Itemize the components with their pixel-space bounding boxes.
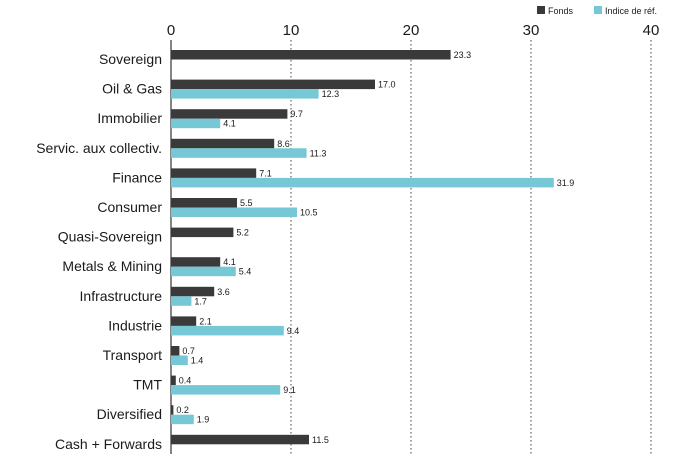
x-axis-ticks: 0 10 20 30 40 (167, 22, 660, 39)
bar-fonds (171, 198, 237, 208)
value-label: 0.7 (182, 346, 195, 356)
category-label: Servic. aux collectiv. (36, 140, 162, 156)
bar-fonds (171, 109, 288, 119)
bar-indice (171, 177, 554, 188)
value-label: 17.0 (378, 80, 396, 90)
value-label: 11.5 (312, 435, 329, 445)
bar-fonds (171, 375, 176, 386)
value-label: 3.6 (217, 287, 230, 297)
category-label: Infrastructure (80, 288, 163, 304)
value-label: 4.1 (223, 257, 236, 267)
bar-fonds (171, 286, 215, 297)
value-label: 23.3 (454, 50, 472, 60)
legend-swatch-fonds (537, 6, 545, 14)
category-label: Diversified (97, 406, 162, 422)
category-label: Industrie (108, 317, 162, 333)
category-label: Consumer (97, 199, 162, 215)
bar-fonds (171, 316, 197, 326)
value-label: 11.3 (310, 148, 327, 158)
x-tick-label: 20 (403, 22, 420, 39)
bar-fonds (171, 257, 221, 267)
chart-legend: Fonds Indice de réf. (537, 6, 657, 16)
bars (171, 50, 554, 445)
x-tick-label: 30 (523, 22, 540, 39)
bar-fonds (171, 138, 275, 149)
category-label: Finance (112, 169, 162, 185)
bar-fonds (171, 50, 451, 60)
bar-fonds (171, 79, 375, 90)
value-label: 9.4 (287, 326, 300, 336)
value-label: 0.2 (176, 405, 189, 415)
value-label: 9.1 (283, 385, 296, 395)
category-label: Metals & Mining (62, 258, 162, 274)
category-label: Oil & Gas (102, 81, 162, 97)
category-label: Sovereign (99, 51, 162, 67)
value-label: 1.9 (197, 415, 210, 425)
category-label: TMT (133, 377, 162, 393)
bar-fonds (171, 227, 234, 238)
value-label: 9.7 (290, 109, 303, 119)
value-label: 4.1 (223, 119, 236, 129)
bar-indice (171, 325, 284, 336)
bar-indice (171, 148, 307, 158)
category-label: Immobilier (97, 110, 162, 126)
x-tick-label: 40 (643, 22, 660, 39)
category-label: Transport (103, 347, 163, 363)
value-label: 7.1 (259, 168, 272, 178)
legend-swatch-indice (594, 6, 602, 14)
value-labels: 23.3 17.0 12.3 9.7 4.1 8.6 11.3 7.1 31.9 5.5 10.5 5… (176, 50, 574, 445)
value-label: 10.5 (300, 208, 318, 218)
bar-indice (171, 355, 188, 365)
bar-indice (171, 414, 194, 425)
value-label: 1.7 (194, 296, 207, 306)
value-label: 2.1 (199, 316, 212, 326)
bar-indice (171, 266, 236, 277)
x-tick-label: 10 (283, 22, 300, 39)
category-label: Quasi-Sovereign (58, 229, 162, 245)
bar-indice (171, 385, 281, 395)
bar-indice (171, 118, 221, 129)
x-tick-label: 0 (167, 22, 175, 39)
value-label: 5.2 (236, 228, 249, 238)
legend-label-fonds: Fonds (548, 6, 574, 16)
value-label: 5.5 (240, 198, 253, 208)
bar-fonds (171, 346, 180, 356)
value-label: 1.4 (191, 356, 204, 366)
bar-indice (171, 207, 297, 217)
value-label: 0.4 (179, 376, 192, 386)
bar-indice (171, 296, 192, 306)
value-label: 31.9 (557, 178, 575, 188)
category-label: Cash + Forwards (55, 436, 162, 452)
bar-indice (171, 89, 319, 99)
value-label: 8.6 (277, 139, 290, 149)
legend-label-indice: Indice de réf. (605, 6, 657, 16)
value-label: 12.3 (322, 89, 340, 99)
bar-fonds (171, 434, 309, 445)
bar-fonds (171, 405, 174, 415)
bar-fonds (171, 168, 257, 178)
category-labels: Sovereign Oil & Gas Immobilier Servic. aux … (36, 51, 162, 452)
value-label: 5.4 (239, 267, 252, 277)
